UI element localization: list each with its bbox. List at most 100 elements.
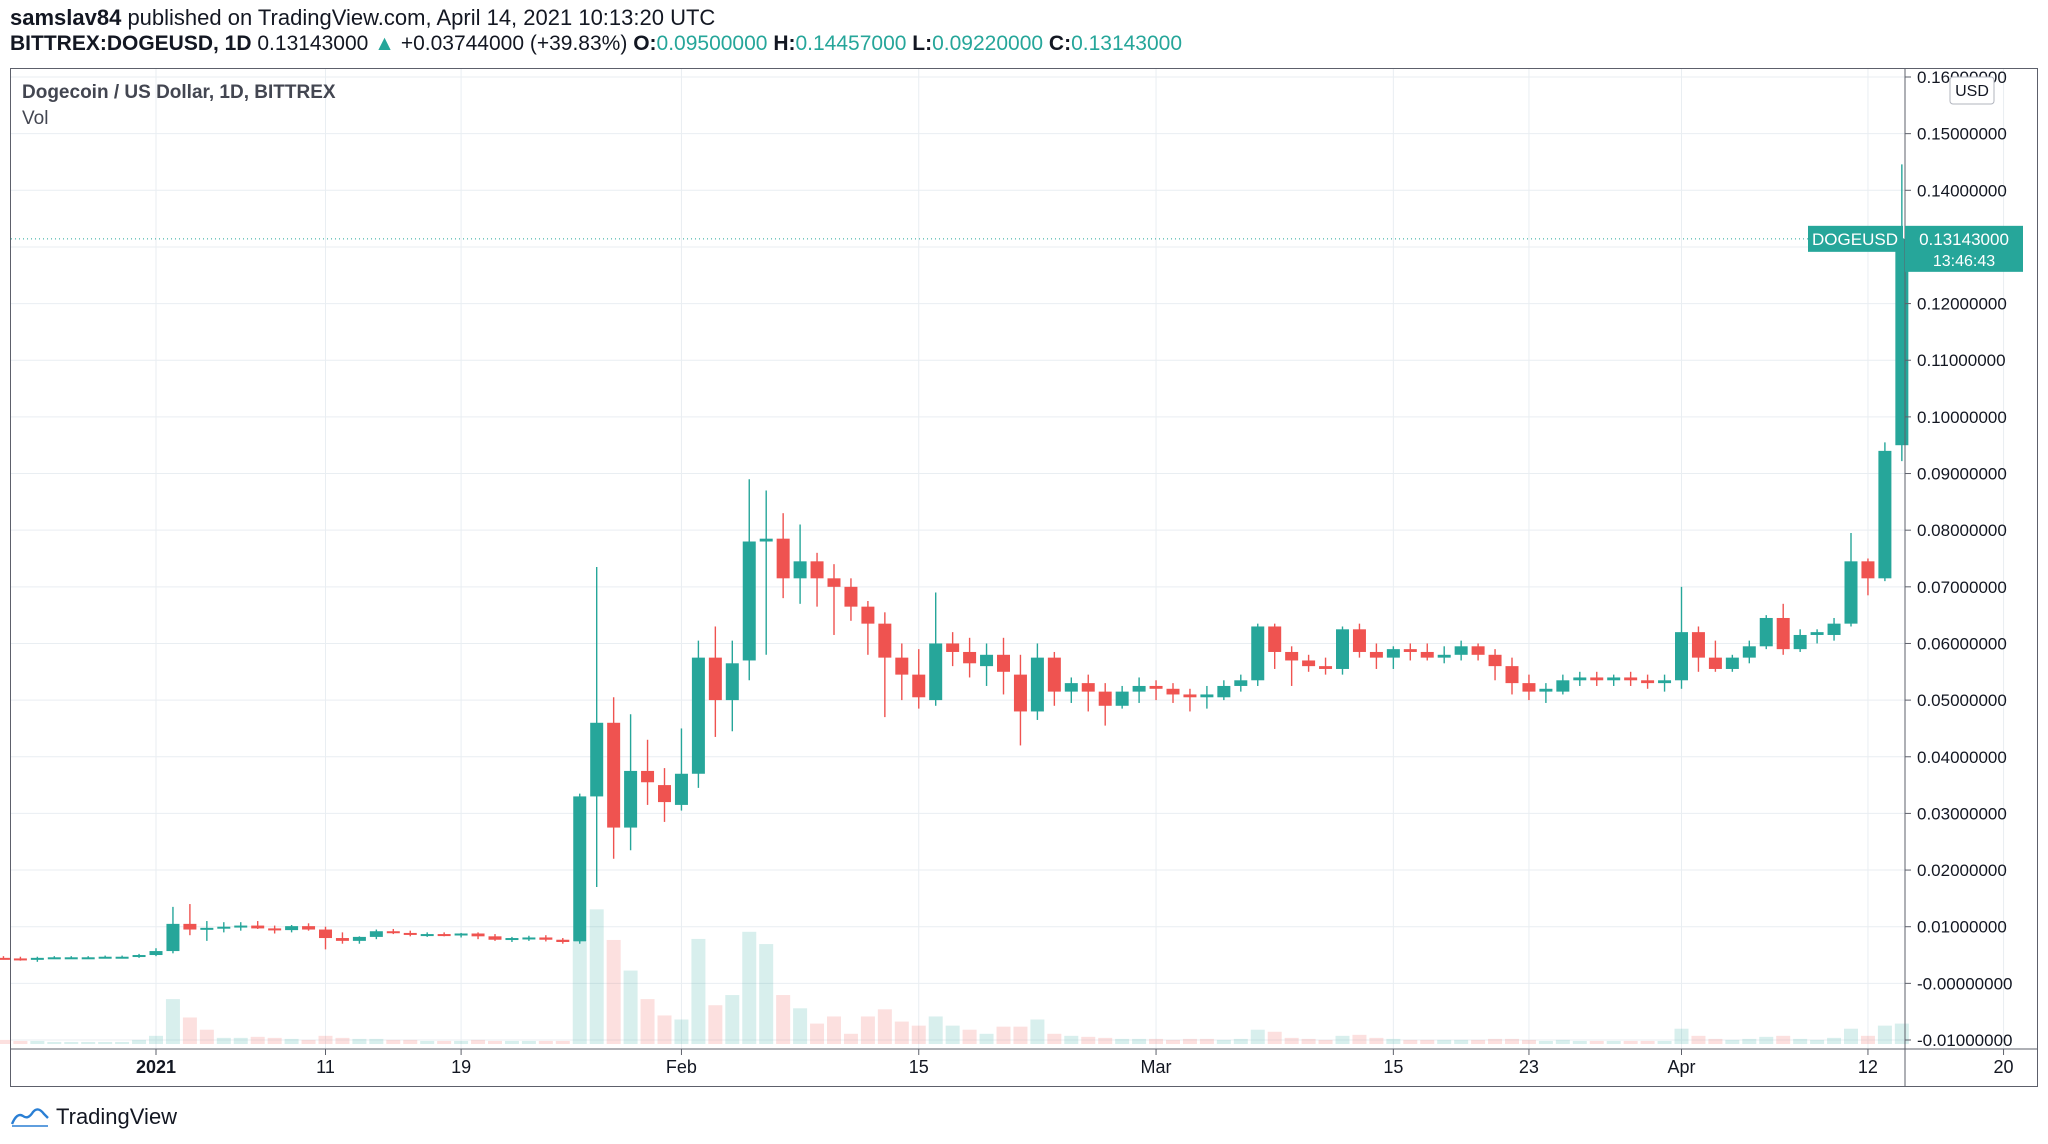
volume-bar (1081, 1036, 1096, 1044)
volume-bar (894, 1021, 909, 1044)
last-price: 0.13143000 (257, 32, 369, 55)
candle-body (997, 654, 1010, 672)
y-tick-label: 0.02000000 (1917, 861, 2007, 880)
currency-button[interactable]: USD (1949, 76, 1995, 105)
volume-bar (1555, 1039, 1570, 1044)
candle-body (793, 561, 807, 579)
candle (1285, 646, 1299, 686)
volume-bar (216, 1037, 231, 1044)
candle-body (488, 936, 502, 940)
volume-bar (1657, 1040, 1672, 1044)
candle (369, 929, 383, 940)
footer-brand[interactable]: TradingView (10, 1104, 177, 1130)
candle (1183, 688, 1197, 712)
candle (607, 697, 621, 859)
volume-bar (640, 999, 655, 1044)
volume-bar (488, 1040, 502, 1044)
open-value: 0.09500000 (656, 32, 768, 55)
candle (488, 934, 502, 941)
volume-bar (1149, 1038, 1164, 1044)
volume-bar (233, 1037, 248, 1044)
candle (1607, 674, 1621, 686)
candle (1505, 657, 1519, 695)
high-value: 0.14457000 (795, 32, 907, 55)
y-tick-label: 0.03000000 (1917, 804, 2007, 823)
candle (556, 938, 570, 944)
volume-bar (30, 1040, 45, 1044)
candle-body (1064, 683, 1078, 692)
volume-bar (759, 944, 774, 1044)
candle-body (963, 651, 977, 664)
volume-bar (1301, 1038, 1316, 1044)
author-name[interactable]: samslav84 (10, 5, 122, 30)
candle (1454, 640, 1468, 661)
candle-body (827, 578, 841, 587)
volume-bar (47, 1041, 62, 1044)
y-tick-label: -0.01000000 (1917, 1031, 2012, 1050)
candle (1166, 683, 1180, 703)
last-price-tag: DOGEUSD 0.13143000 13:46:43 (1808, 225, 2023, 272)
candle-body (895, 657, 909, 675)
volume-bar (742, 931, 757, 1044)
low-label: L: (912, 32, 933, 55)
volume-bar (979, 1033, 994, 1044)
candle (1336, 626, 1349, 675)
candle (1030, 643, 1044, 720)
x-tick-label: 23 (1519, 1057, 1539, 1077)
volume-bar (1267, 1031, 1282, 1044)
price-change: +0.03744000 (+39.83%) (400, 32, 628, 55)
price-tag-symbol: DOGEUSD (1812, 230, 1898, 249)
candle-body (1725, 657, 1739, 669)
candle (878, 612, 892, 718)
volume-bar (0, 1039, 11, 1044)
candle (1064, 677, 1078, 703)
candle-body (166, 923, 180, 952)
volume-bar (386, 1039, 401, 1044)
publish-info: samslav84 published on TradingView.com, … (10, 4, 715, 32)
ohlc-header: BITTREX:DOGEUSD, 1D 0.13143000 ▲ +0.0374… (10, 30, 1182, 58)
candle-body (183, 923, 197, 930)
candle-body (691, 657, 705, 774)
candle-body (285, 926, 299, 931)
volume-bar (132, 1039, 147, 1044)
candle (1708, 640, 1722, 672)
time-axis: 2021 11 19 Feb 15 Mar 15 23 Apr 12 20 (11, 1048, 2038, 1077)
candle (1641, 674, 1655, 689)
candle-body (1352, 629, 1366, 652)
currency-label: USD (1955, 83, 1989, 100)
candle (268, 925, 282, 934)
volume-bar (606, 939, 621, 1044)
candle-body (81, 957, 95, 960)
candle-body (878, 623, 892, 658)
candle-body (1420, 651, 1434, 658)
x-tick-label: 12 (1858, 1057, 1878, 1077)
volume-bar (962, 1029, 977, 1044)
candle-body (1539, 688, 1553, 692)
candle-body (1234, 680, 1248, 686)
candle (946, 632, 960, 667)
price-tag-countdown: 13:46:43 (1933, 253, 1995, 270)
candle-body (386, 931, 400, 934)
candle (302, 923, 316, 931)
candle-body (149, 951, 163, 956)
candle-body (776, 538, 790, 579)
candle-body (505, 938, 519, 941)
candle (386, 928, 400, 935)
y-tick-label: 0.01000000 (1917, 918, 2007, 937)
candle-body (369, 931, 383, 937)
candle-body (1861, 561, 1875, 579)
candle-body (1607, 677, 1621, 681)
volume-bar (81, 1041, 96, 1044)
grid-lines (11, 69, 2005, 1049)
candle-body (1115, 691, 1129, 706)
candle (1844, 533, 1858, 627)
volume-bar (1623, 1040, 1638, 1044)
volume-bar (657, 1015, 672, 1044)
candle-body (1200, 694, 1214, 698)
candle-body (1166, 688, 1180, 695)
volume-bar (1166, 1039, 1180, 1044)
candle (1386, 646, 1400, 669)
candle (420, 932, 434, 937)
volume-bar (928, 1016, 943, 1044)
